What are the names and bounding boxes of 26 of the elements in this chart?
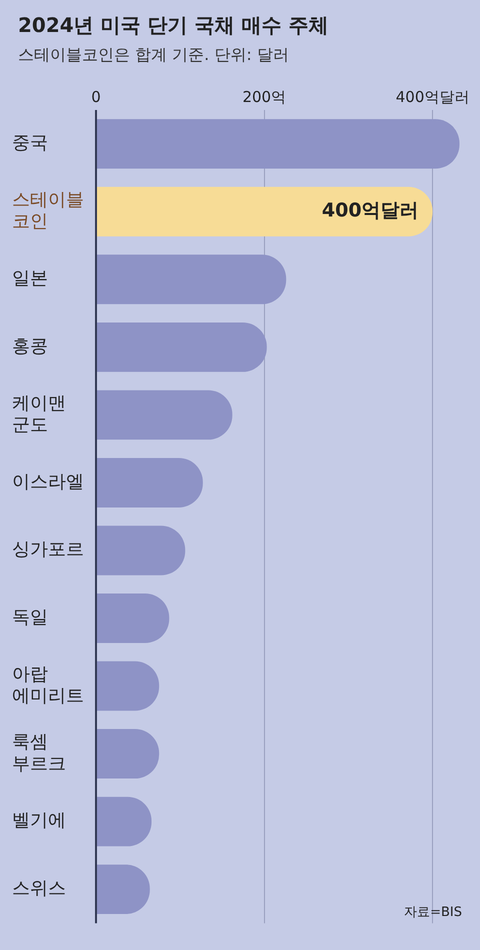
bar — [97, 322, 267, 372]
bar — [97, 119, 460, 169]
y-tick-label: 스위스 — [12, 878, 66, 899]
y-tick-label: 룩셈 부르크 — [12, 732, 66, 774]
bar — [97, 186, 433, 236]
y-tick-label: 중국 — [12, 132, 48, 154]
x-tick-label: 0 — [91, 88, 101, 106]
bar — [97, 390, 232, 440]
x-tick-label: 200억 — [242, 88, 286, 106]
y-tick-label: 싱가포르 — [12, 539, 84, 560]
data-label: 400억달러 — [322, 200, 419, 222]
y-tick-label: 벨기에 — [12, 810, 66, 832]
y-tick-label: 일본 — [12, 268, 48, 290]
annotation: 자료=BIS — [404, 905, 462, 920]
bar — [97, 254, 286, 304]
y-tick-label: 홍콩 — [12, 336, 48, 357]
bar — [97, 526, 186, 576]
y-tick-label: 이스라엘 — [12, 471, 84, 492]
chart-title: 2024년 미국 단기 국채 매수 주체 — [18, 12, 330, 39]
y-tick-label: 케이맨 군도 — [12, 392, 66, 436]
chart-subtitle: 스테이블코인은 합계 기준. 단위: 달러 — [18, 45, 290, 66]
bar — [97, 458, 203, 508]
y-tick-label: 스테이블 코인 — [12, 190, 84, 232]
y-tick-label: 아랍 에미리트 — [12, 664, 84, 706]
x-tick-label: 400억달러 — [396, 88, 470, 106]
y-tick-label: 독일 — [12, 606, 48, 628]
